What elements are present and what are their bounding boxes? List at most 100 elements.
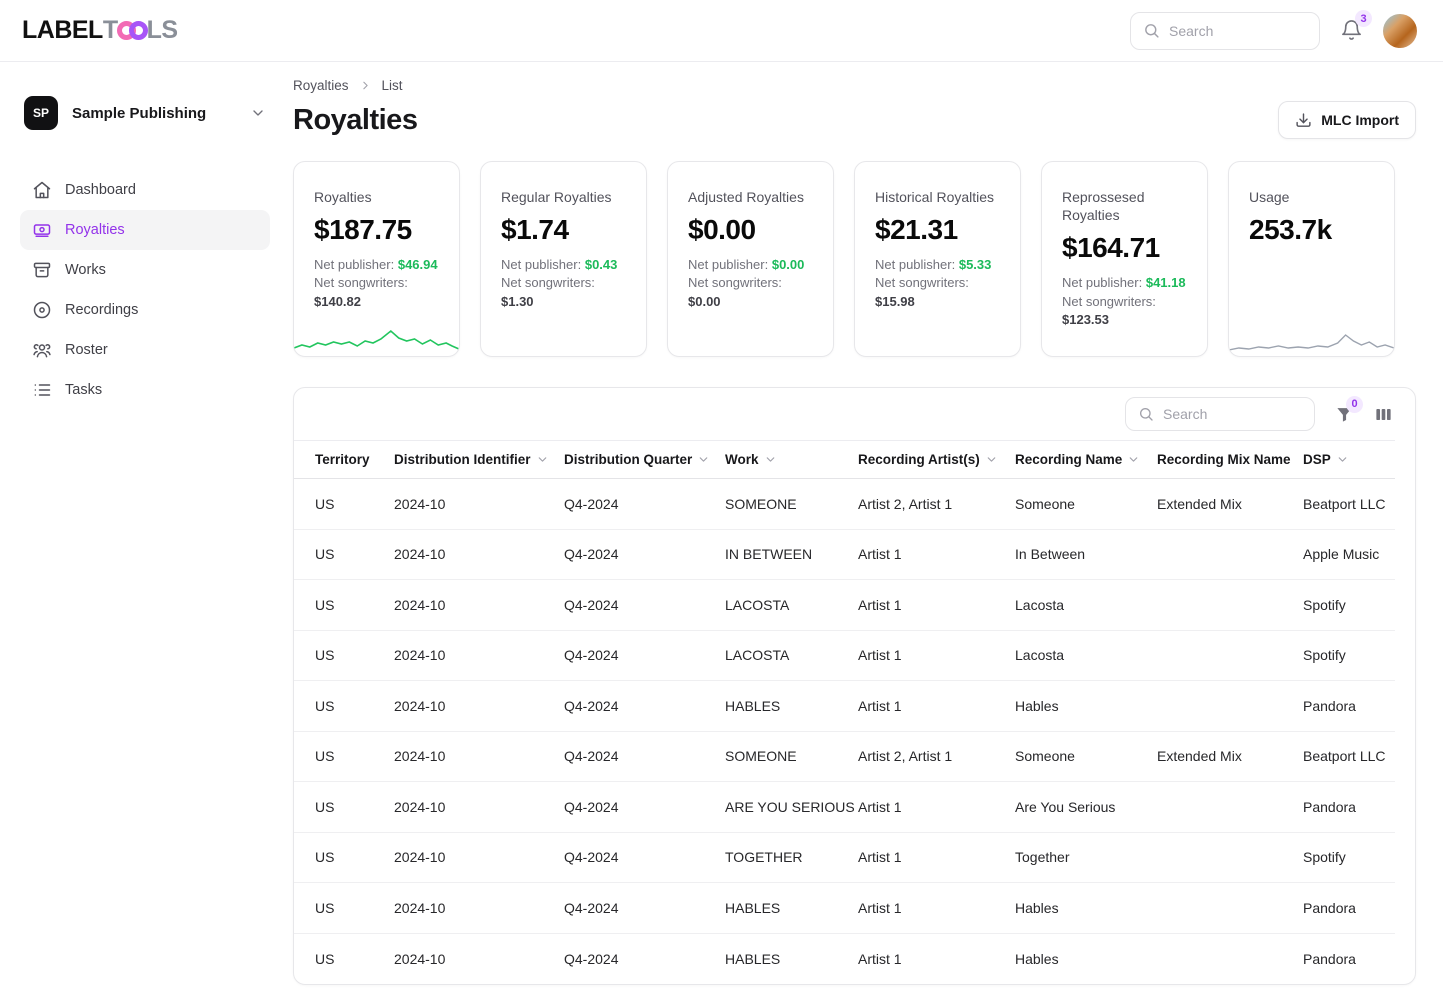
table-row[interactable]: US2024-10Q4-2024ARE YOU SERIOUSArtist 1A… bbox=[294, 782, 1395, 833]
stat-card-reprocessed-royalties: Reprossesed Royalties $164.71 Net publis… bbox=[1041, 161, 1208, 357]
stat-cards: Royalties $187.75 Net publisher: $46.94 … bbox=[293, 161, 1416, 357]
table-cell: Artist 1 bbox=[858, 529, 1015, 580]
sort-chevron-icon bbox=[697, 453, 710, 466]
chevron-right-icon bbox=[359, 79, 372, 92]
page-title: Royalties bbox=[293, 104, 417, 137]
sort-chevron-icon bbox=[1127, 453, 1140, 466]
table-search-input[interactable] bbox=[1163, 406, 1302, 422]
table-cell bbox=[1157, 832, 1303, 883]
table-cell: Q4-2024 bbox=[564, 782, 725, 833]
net-publisher-label: Net publisher: bbox=[688, 257, 768, 272]
notifications-button[interactable]: 3 bbox=[1340, 19, 1363, 42]
sidebar-item-label: Recordings bbox=[65, 302, 138, 318]
cash-icon bbox=[32, 220, 52, 240]
table-cell: Q4-2024 bbox=[564, 630, 725, 681]
global-search-input[interactable] bbox=[1169, 23, 1307, 39]
topbar: LABELTLS 3 bbox=[0, 0, 1443, 62]
global-search[interactable] bbox=[1130, 12, 1320, 50]
table-cell: US bbox=[294, 832, 394, 883]
net-publisher-value: $0.43 bbox=[585, 257, 618, 272]
table-cell: Lacosta bbox=[1015, 630, 1157, 681]
net-songwriters-label: Net songwriters: bbox=[501, 275, 595, 290]
net-publisher-label: Net publisher: bbox=[501, 257, 581, 272]
table-row[interactable]: US2024-10Q4-2024LACOSTAArtist 1LacostaSp… bbox=[294, 630, 1395, 681]
sidebar-item-label: Royalties bbox=[65, 222, 125, 238]
table-cell: HABLES bbox=[725, 883, 858, 934]
table-cell: Hables bbox=[1015, 681, 1157, 732]
main-content: Royalties List Royalties MLC Import Roya… bbox=[290, 62, 1443, 1000]
stat-value: $164.71 bbox=[1062, 232, 1187, 264]
table-header: Territory Distribution Identifier Distri… bbox=[294, 441, 1395, 479]
mlc-import-button[interactable]: MLC Import bbox=[1278, 101, 1416, 139]
table-cell: US bbox=[294, 782, 394, 833]
net-publisher-value: $5.33 bbox=[959, 257, 992, 272]
user-avatar[interactable] bbox=[1383, 14, 1417, 48]
table-search[interactable] bbox=[1125, 397, 1315, 431]
mlc-import-label: MLC Import bbox=[1321, 112, 1399, 128]
net-songwriters-value: $0.00 bbox=[688, 294, 721, 309]
table-cell: Are You Serious bbox=[1015, 782, 1157, 833]
column-header-dsp[interactable]: DSP bbox=[1303, 441, 1395, 479]
table-row[interactable]: US2024-10Q4-2024HABLESArtist 1HablesPand… bbox=[294, 883, 1395, 934]
column-header-recording-artists[interactable]: Recording Artist(s) bbox=[858, 441, 1015, 479]
table-row[interactable]: US2024-10Q4-2024IN BETWEENArtist 1In Bet… bbox=[294, 529, 1395, 580]
table-cell bbox=[1157, 630, 1303, 681]
sidebar-item-label: Tasks bbox=[65, 382, 102, 398]
breadcrumb: Royalties List bbox=[293, 78, 1416, 93]
net-publisher-value: $0.00 bbox=[772, 257, 805, 272]
table-cell: Artist 1 bbox=[858, 933, 1015, 984]
stat-breakdown: Net publisher: $0.43 Net songwriters: $1… bbox=[501, 256, 626, 311]
stat-breakdown: Net publisher: $41.18 Net songwriters: $… bbox=[1062, 274, 1187, 329]
table-cell: Q4-2024 bbox=[564, 529, 725, 580]
table-cell: 2024-10 bbox=[394, 479, 564, 530]
columns-button[interactable] bbox=[1374, 405, 1393, 424]
column-header-recording-name[interactable]: Recording Name bbox=[1015, 441, 1157, 479]
table-cell: Someone bbox=[1015, 479, 1157, 530]
table-cell: SOMEONE bbox=[725, 731, 858, 782]
breadcrumb-root[interactable]: Royalties bbox=[293, 78, 349, 93]
column-header-distribution-quarter[interactable]: Distribution Quarter bbox=[564, 441, 725, 479]
table-cell: Q4-2024 bbox=[564, 832, 725, 883]
table-row[interactable]: US2024-10Q4-2024HABLESArtist 1HablesPand… bbox=[294, 933, 1395, 984]
table-cell: Pandora bbox=[1303, 883, 1395, 934]
stat-label: Adjusted Royalties bbox=[688, 188, 813, 206]
column-header-distribution-identifier[interactable]: Distribution Identifier bbox=[394, 441, 564, 479]
brand-logo-t: T bbox=[103, 16, 118, 45]
org-switcher[interactable]: SP Sample Publishing bbox=[20, 96, 270, 130]
table-row[interactable]: US2024-10Q4-2024LACOSTAArtist 1LacostaSp… bbox=[294, 580, 1395, 631]
sidebar-item-roster[interactable]: Roster bbox=[20, 330, 270, 370]
table-row[interactable]: US2024-10Q4-2024SOMEONEArtist 2, Artist … bbox=[294, 731, 1395, 782]
brand-logo: LABELTLS bbox=[22, 16, 178, 45]
list-icon bbox=[32, 380, 52, 400]
sidebar-item-tasks[interactable]: Tasks bbox=[20, 370, 270, 410]
table-cell: 2024-10 bbox=[394, 630, 564, 681]
sidebar-item-recordings[interactable]: Recordings bbox=[20, 290, 270, 330]
table-cell: 2024-10 bbox=[394, 782, 564, 833]
table-cell: 2024-10 bbox=[394, 933, 564, 984]
table-cell: Spotify bbox=[1303, 580, 1395, 631]
table-cell: Artist 1 bbox=[858, 883, 1015, 934]
sidebar-item-works[interactable]: Works bbox=[20, 250, 270, 290]
filter-button[interactable]: 0 bbox=[1335, 405, 1354, 424]
vinyl-discs-icon bbox=[117, 21, 148, 40]
table-cell: Extended Mix bbox=[1157, 479, 1303, 530]
table-cell bbox=[1157, 883, 1303, 934]
stat-value: $0.00 bbox=[688, 214, 813, 246]
table-row[interactable]: US2024-10Q4-2024TOGETHERArtist 1Together… bbox=[294, 832, 1395, 883]
sidebar-item-royalties[interactable]: Royalties bbox=[20, 210, 270, 250]
org-avatar: SP bbox=[24, 96, 58, 130]
stat-breakdown: Net publisher: $5.33 Net songwriters: $1… bbox=[875, 256, 1000, 311]
table-cell: HABLES bbox=[725, 681, 858, 732]
sidebar-item-dashboard[interactable]: Dashboard bbox=[20, 170, 270, 210]
table-row[interactable]: US2024-10Q4-2024HABLESArtist 1HablesPand… bbox=[294, 681, 1395, 732]
net-publisher-label: Net publisher: bbox=[1062, 275, 1142, 290]
stat-value: $21.31 bbox=[875, 214, 1000, 246]
stat-value: 253.7k bbox=[1249, 214, 1374, 246]
column-header-work[interactable]: Work bbox=[725, 441, 858, 479]
table-cell: US bbox=[294, 883, 394, 934]
table-cell: Artist 1 bbox=[858, 782, 1015, 833]
sort-chevron-icon bbox=[536, 453, 549, 466]
sidebar: SP Sample Publishing Dashboard Royalties… bbox=[0, 62, 290, 1000]
table-row[interactable]: US2024-10Q4-2024SOMEONEArtist 2, Artist … bbox=[294, 479, 1395, 530]
net-songwriters-value: $140.82 bbox=[314, 294, 361, 309]
